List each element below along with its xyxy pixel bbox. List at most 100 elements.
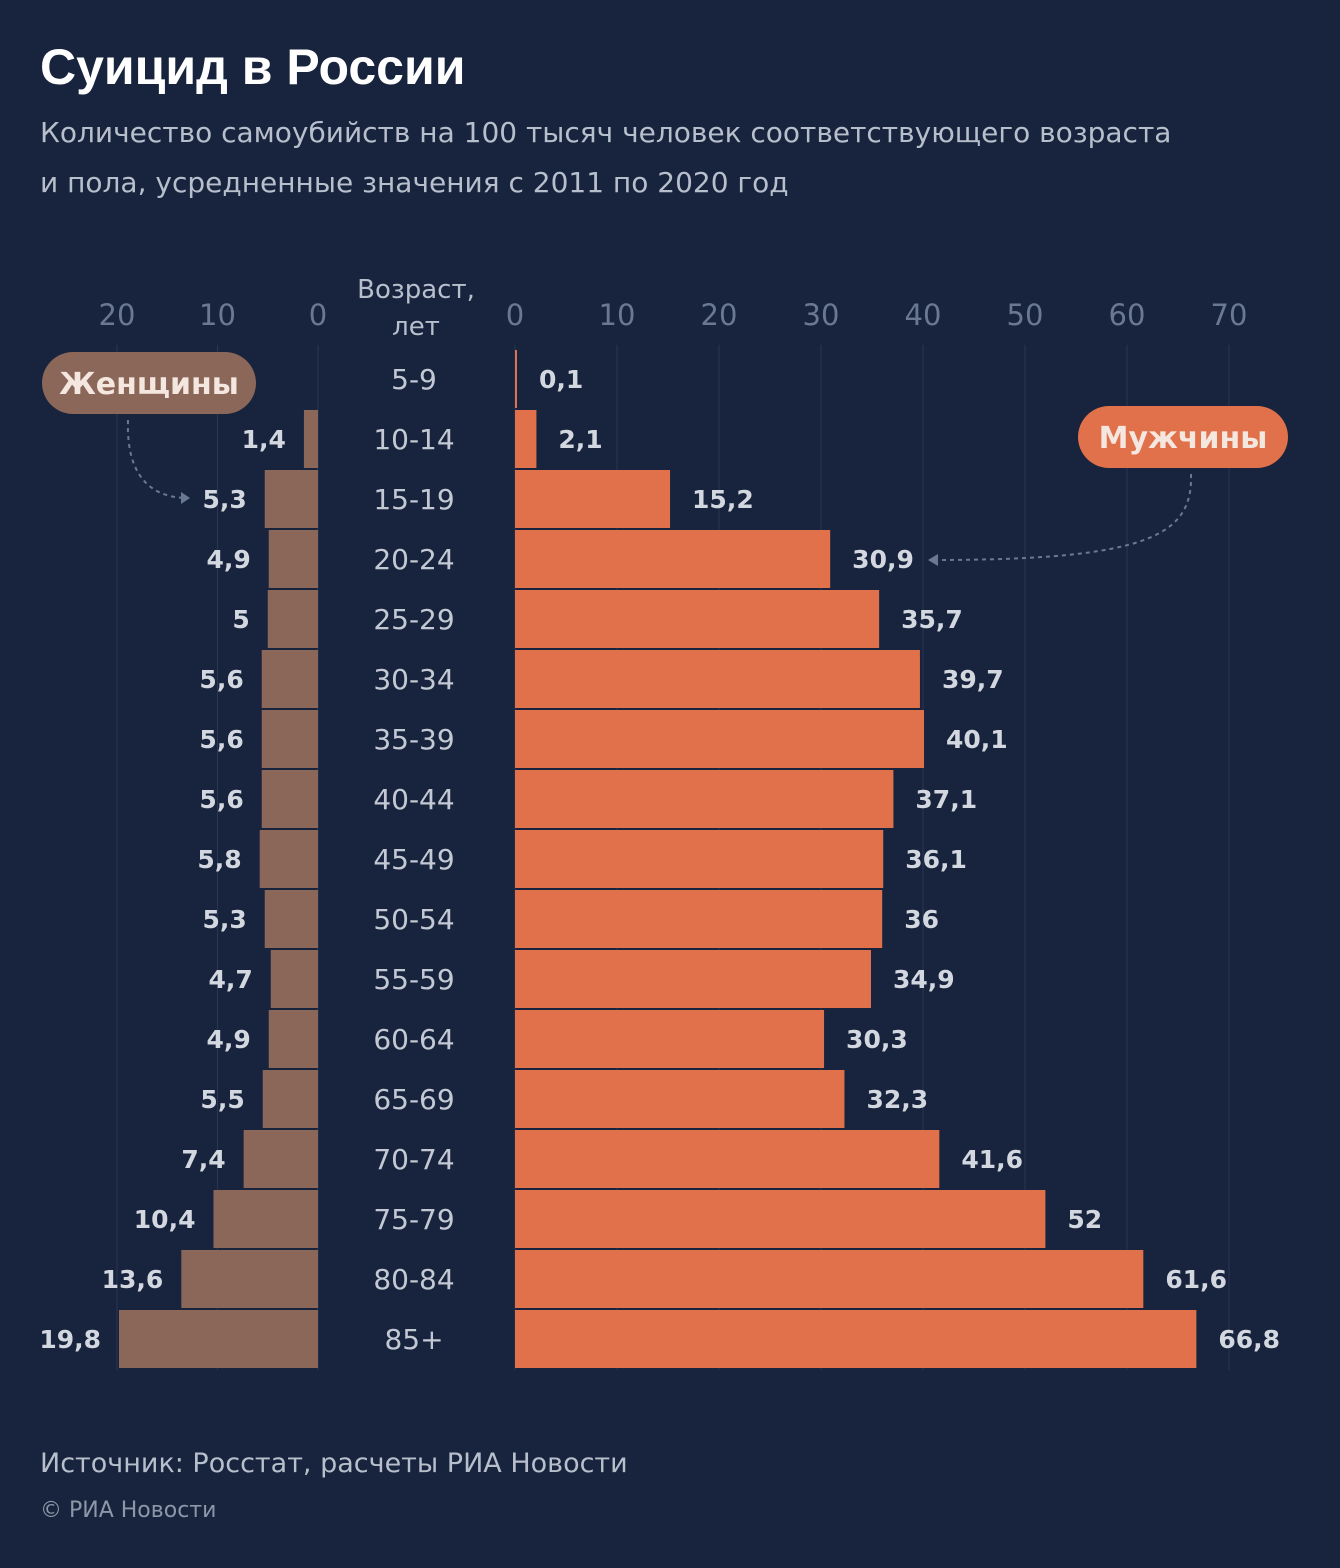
- source-note: Источник: Росстат, расчеты РИА Новости: [40, 1448, 628, 1479]
- men-axis-tick: 30: [803, 298, 840, 332]
- women-bar: [268, 1010, 318, 1068]
- women-legend: Женщины: [42, 352, 256, 504]
- women-bar: [261, 710, 318, 768]
- age-axis-title-line-1: Возраст,: [357, 275, 475, 305]
- age-label: 35-39: [373, 723, 454, 756]
- women-value-label: 1,4: [242, 425, 286, 454]
- men-bar: [515, 530, 831, 588]
- men-bar: [515, 1310, 1197, 1368]
- men-bar: [515, 1250, 1144, 1308]
- women-bar: [259, 830, 318, 888]
- men-value-label: 52: [1067, 1205, 1102, 1234]
- men-value-label: 41,6: [961, 1145, 1023, 1174]
- age-axis-title-line-2: лет: [392, 312, 440, 342]
- age-label: 85+: [384, 1323, 443, 1356]
- bars: [119, 350, 1197, 1368]
- women-value-label: 5,6: [199, 665, 243, 694]
- men-bar: [515, 1070, 845, 1128]
- chart-subtitle-line-2: и пола, усредненные значения с 2011 по 2…: [40, 166, 789, 199]
- men-value-label: 37,1: [915, 785, 977, 814]
- men-bar: [515, 590, 880, 648]
- men-value-label: 36,1: [905, 845, 967, 874]
- men-value-label: 2,1: [558, 425, 602, 454]
- men-legend-pill: [1078, 406, 1288, 468]
- women-value-label: 4,9: [206, 1025, 250, 1054]
- women-value-label: 10,4: [134, 1205, 196, 1234]
- men-value-label: 61,6: [1165, 1265, 1227, 1294]
- women-value-label: 5,6: [199, 785, 243, 814]
- women-value-label: 4,9: [206, 545, 250, 574]
- age-label: 5-9: [391, 363, 437, 396]
- age-label: 40-44: [373, 783, 454, 816]
- women-bar: [262, 1070, 318, 1128]
- age-label: 80-84: [373, 1263, 454, 1296]
- women-legend-pill: [42, 352, 256, 414]
- men-bar: [515, 950, 871, 1008]
- men-bar: [515, 650, 920, 708]
- women-value-label: 5,8: [197, 845, 241, 874]
- women-bar: [267, 590, 318, 648]
- age-label: 20-24: [373, 543, 454, 576]
- men-value-label: 35,7: [901, 605, 963, 634]
- women-value-label: 7,4: [181, 1145, 225, 1174]
- men-bar: [515, 770, 894, 828]
- age-label: 45-49: [373, 843, 454, 876]
- age-label: 65-69: [373, 1083, 454, 1116]
- value-labels: 0,1 1,4 2,1 5,3 15,2 4,9 30,9 5 35,7 5,6 39,7 5,6 40…: [39, 365, 1280, 1354]
- women-callout-arrow: [126, 419, 189, 499]
- men-bar: [515, 710, 925, 768]
- men-axis-tick: 20: [701, 298, 738, 332]
- women-bar: [181, 1250, 318, 1308]
- women-bar: [119, 1310, 318, 1368]
- men-arrowhead-icon: [928, 554, 938, 566]
- men-bar: [515, 1010, 825, 1068]
- women-value-label: 5,3: [202, 905, 246, 934]
- women-value-label: 5,3: [202, 485, 246, 514]
- men-value-label: 0,1: [539, 365, 583, 394]
- men-value-label: 39,7: [942, 665, 1004, 694]
- men-axis-tick: 50: [1007, 298, 1044, 332]
- men-value-label: 30,3: [846, 1025, 908, 1054]
- men-legend: Мужчины: [928, 406, 1288, 566]
- men-bar: [515, 1190, 1046, 1248]
- women-bar: [303, 410, 318, 468]
- women-value-label: 5,5: [200, 1085, 244, 1114]
- men-axis-tick: 60: [1109, 298, 1146, 332]
- men-axis-tick: 70: [1211, 298, 1248, 332]
- men-callout-arrow: [933, 473, 1193, 561]
- women-axis-tick: 10: [199, 298, 236, 332]
- men-axis-tick: 0: [506, 298, 524, 332]
- women-value-label: 5,6: [199, 725, 243, 754]
- men-value-label: 36: [904, 905, 939, 934]
- age-label: 75-79: [373, 1203, 454, 1236]
- men-value-label: 15,2: [692, 485, 754, 514]
- age-label: 70-74: [373, 1143, 454, 1176]
- women-value-label: 19,8: [39, 1325, 101, 1354]
- chart-subtitle-line-1: Количество самоубийств на 100 тысяч чело…: [40, 116, 1172, 149]
- men-bar: [515, 830, 884, 888]
- age-label: 25-29: [373, 603, 454, 636]
- women-bar: [264, 890, 318, 948]
- men-bar: [515, 890, 883, 948]
- age-label: 10-14: [373, 423, 454, 456]
- men-value-label: 66,8: [1218, 1325, 1280, 1354]
- women-bar: [264, 470, 318, 528]
- women-legend-label: Женщины: [59, 367, 239, 402]
- men-bar: [515, 470, 671, 528]
- age-label: 15-19: [373, 483, 454, 516]
- age-label: 55-59: [373, 963, 454, 996]
- women-bar: [261, 770, 318, 828]
- men-bar: [515, 350, 517, 408]
- age-label: 50-54: [373, 903, 454, 936]
- men-value-label: 30,9: [852, 545, 914, 574]
- men-value-label: 32,3: [866, 1085, 928, 1114]
- men-axis-tick: 10: [599, 298, 636, 332]
- women-value-label: 13,6: [102, 1265, 164, 1294]
- axis-ticks: 20 10 0 0 10 20 30 40 50 60 70: [99, 298, 1248, 332]
- women-bar: [213, 1190, 318, 1248]
- women-bar: [270, 950, 318, 1008]
- men-value-label: 40,1: [946, 725, 1008, 754]
- men-axis-tick: 40: [905, 298, 942, 332]
